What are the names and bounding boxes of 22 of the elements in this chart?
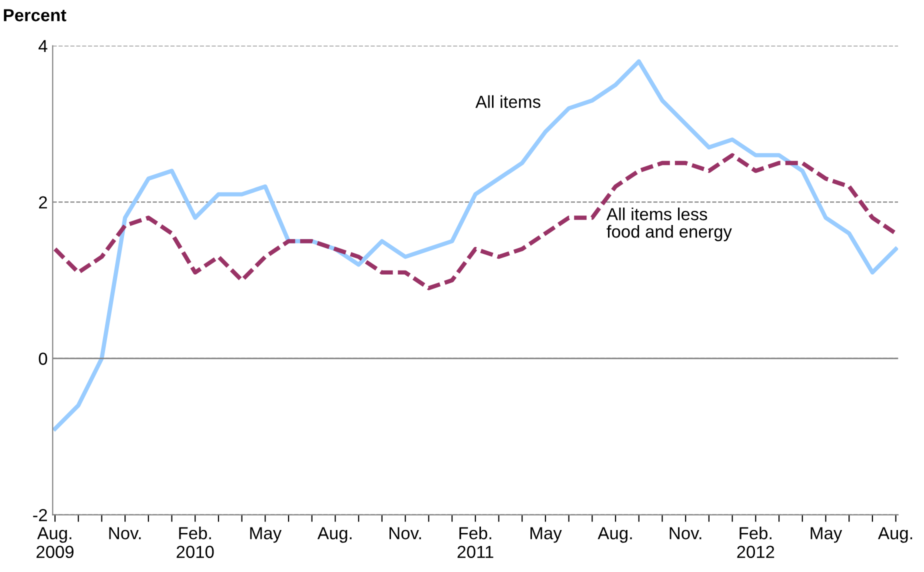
y-tick-label: 0 — [38, 352, 48, 365]
x-tick-label: Nov. — [109, 527, 141, 540]
series-label: All items less food and energy — [606, 208, 732, 242]
x-tick-label: Feb. 2012 — [737, 526, 774, 558]
x-tick-label: May — [250, 527, 282, 543]
x-tick-label: Aug. 2009 — [36, 527, 74, 558]
x-tick-label: Feb. 2011 — [458, 526, 494, 558]
x-tick-label: May — [530, 527, 562, 543]
y-tick-label: 2 — [39, 196, 47, 208]
x-tick-label: May — [810, 527, 842, 543]
series-label: All items — [475, 95, 540, 108]
y-tick-label: 4 — [38, 40, 48, 52]
x-tick-label: Nov. — [390, 527, 421, 540]
x-tick-label: Aug. — [598, 527, 632, 543]
x-tick-label: Feb. 2010 — [176, 526, 214, 558]
x-tick-label: Nov. — [670, 527, 702, 540]
y-axis-title: Percent — [4, 9, 66, 22]
line-series — [52, 59, 898, 431]
x-tick-label: Aug. — [878, 527, 912, 543]
line-series — [52, 153, 898, 290]
y-tick-label: -2 — [33, 508, 47, 522]
x-tick-label: Aug. — [317, 527, 352, 543]
